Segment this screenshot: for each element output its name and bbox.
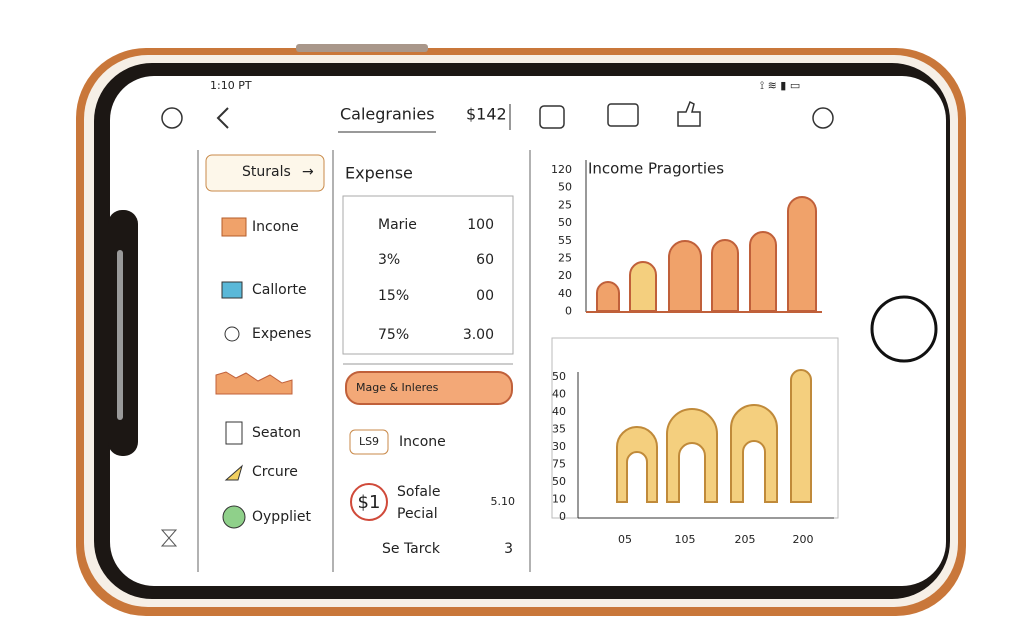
coin-icon (350, 483, 388, 521)
tag-box (349, 429, 389, 455)
coin: $1 (358, 492, 381, 513)
row-value: 60 (476, 252, 494, 268)
arch-bar (616, 426, 658, 503)
tag: LS9 (359, 435, 379, 448)
axis-label: 20 (558, 269, 572, 282)
hourglass (160, 529, 178, 547)
bar (596, 281, 620, 312)
section-title: Expense (345, 164, 413, 183)
cup-icon[interactable] (539, 105, 565, 129)
coin-label: Pecial (397, 506, 438, 522)
axis-label: 25 (558, 252, 572, 265)
sidebar-item: Incone (252, 219, 299, 235)
status-tab[interactable] (205, 154, 325, 192)
bar (629, 261, 657, 312)
axis-label: 0 (565, 305, 572, 318)
coin-label: Sofale (397, 484, 440, 500)
arch-bar (790, 369, 812, 503)
season-icon (225, 421, 243, 445)
action-button[interactable] (345, 371, 513, 405)
row-value: 100 (467, 217, 494, 233)
sidebar-item: Crcure (252, 464, 298, 480)
axis-label: 120 (551, 163, 572, 176)
x-label: 05 (618, 533, 632, 546)
x-label: 200 (793, 533, 814, 546)
axis-label: 50 (552, 370, 566, 383)
footer-value: 3 (504, 541, 513, 557)
top-button (296, 44, 428, 52)
header-amount[interactable]: $142 (466, 105, 507, 124)
sidebar-item: Sturals (242, 164, 291, 180)
coin-value: 5.10 (491, 495, 516, 508)
x-label: 205 (735, 533, 756, 546)
bar (749, 231, 777, 312)
axis-label: 50 (558, 216, 572, 229)
like-icon[interactable] (677, 100, 701, 127)
arch-bar (730, 404, 778, 503)
axis-label: 55 (558, 234, 572, 247)
header-title: Calegranies (340, 105, 435, 124)
footer-label: Se Tarck (382, 541, 441, 557)
sidebar-item: Callorte (252, 282, 307, 298)
row-label: 15% (378, 288, 409, 304)
x-label: 105 (675, 533, 696, 546)
status-icons: ⟟ ≋ ▮ ▭ (760, 79, 800, 92)
sidebar-item: Seaton (252, 425, 301, 441)
axis-label: 50 (558, 181, 572, 194)
row-label: Marie (378, 217, 417, 233)
row-label: 3% (378, 252, 400, 268)
check-icon[interactable] (812, 107, 834, 129)
axis-label: 75 (552, 458, 566, 471)
back-arrow[interactable] (216, 107, 229, 129)
axis-label: 0 (559, 510, 566, 523)
menu-circle[interactable] (161, 107, 183, 129)
home-button[interactable] (870, 295, 938, 363)
bar (711, 239, 739, 312)
axis-label: 35 (552, 423, 566, 436)
axis-label: 10 (552, 493, 566, 506)
row-value: 3.00 (463, 327, 494, 343)
axis-label: 40 (558, 287, 572, 300)
row-value: 00 (476, 288, 494, 304)
calorie-icon (221, 281, 243, 299)
axis-label: 40 (552, 388, 566, 401)
bar (668, 240, 702, 312)
chart-title: Income Pragorties (588, 160, 724, 178)
tag-label: Incone (399, 434, 446, 450)
income-icon (221, 217, 247, 237)
expense-card (342, 195, 514, 355)
sidebar-item: Expenes (252, 326, 311, 342)
mini-chart (215, 371, 293, 395)
status-time: 1:10 PT (210, 79, 252, 92)
expense-icon (224, 326, 240, 342)
notch-bar (117, 250, 123, 420)
button-label[interactable]: Mage & Inleres (356, 381, 439, 394)
axis-label: 25 (558, 198, 572, 211)
axis-label: 50 (552, 475, 566, 488)
arrow: → (302, 164, 314, 180)
axis-label: 30 (552, 440, 566, 453)
sidebar-item: Oyppliet (252, 509, 311, 525)
chat-icon[interactable] (607, 103, 639, 127)
course-icon (224, 464, 243, 481)
supply-icon (222, 505, 246, 529)
arch-bar (666, 408, 718, 503)
axis-label: 40 (552, 405, 566, 418)
bar (787, 196, 817, 312)
row-label: 75% (378, 327, 409, 343)
